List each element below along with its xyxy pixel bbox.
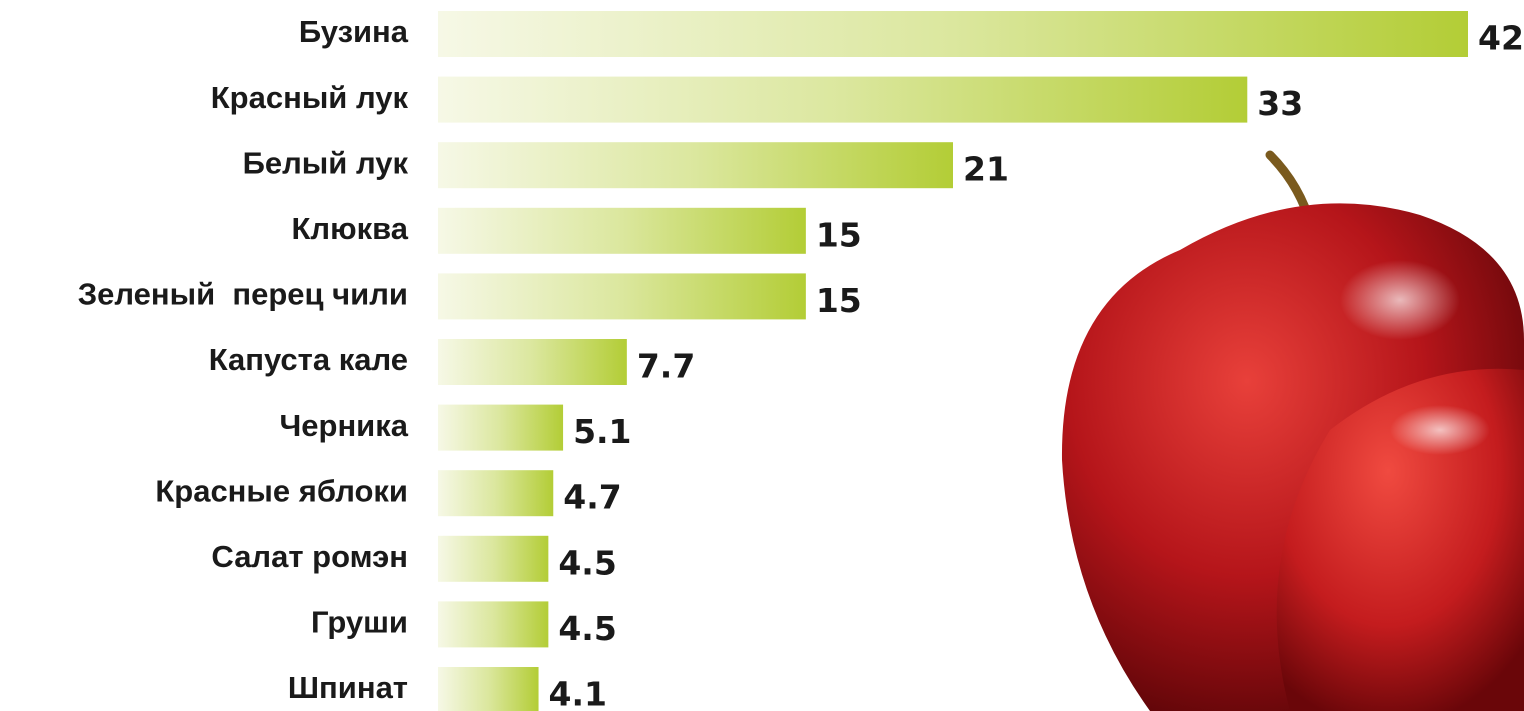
- bar: [438, 404, 564, 451]
- value-label: 15: [816, 215, 862, 254]
- bar: [438, 11, 1468, 57]
- value-label: 5.1: [573, 412, 631, 451]
- category-label: Груши: [311, 605, 408, 640]
- category-label: Бузина: [299, 14, 409, 49]
- category-label: Шпинат: [288, 670, 408, 705]
- bar: [438, 601, 549, 648]
- value-label: 42: [1478, 19, 1524, 58]
- bar: [438, 339, 627, 385]
- value-label: 15: [816, 281, 862, 320]
- category-label: Красные яблоки: [155, 473, 408, 508]
- category-label: Салат ромэн: [211, 539, 408, 574]
- apple-illustration: [1061, 150, 1524, 711]
- value-label: 4.1: [549, 675, 607, 711]
- category-label: Зеленый перец чили: [78, 277, 408, 312]
- category-label: Клюква: [292, 211, 409, 246]
- bar: [438, 535, 549, 582]
- value-label: 21: [963, 150, 1009, 189]
- category-label: Красный лук: [211, 80, 409, 115]
- bar: [438, 207, 806, 254]
- value-label: 4.5: [558, 609, 616, 648]
- bar: [438, 273, 806, 320]
- value-label: 7.7: [637, 347, 695, 386]
- category-label: Белый лук: [243, 145, 409, 180]
- value-label: 4.7: [563, 478, 621, 517]
- value-label: 33: [1257, 84, 1303, 123]
- bar: [438, 667, 539, 711]
- category-label: Черника: [280, 408, 409, 443]
- bar: [438, 470, 554, 517]
- value-label: 4.5: [558, 543, 616, 582]
- category-label: Капуста кале: [209, 342, 408, 377]
- bar: [438, 142, 953, 189]
- bar: [438, 76, 1248, 123]
